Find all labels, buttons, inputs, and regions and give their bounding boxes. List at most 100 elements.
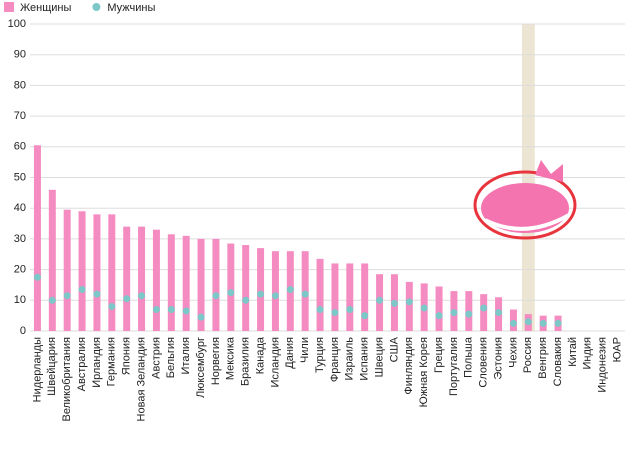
x-tick-label: ЮАР	[611, 337, 623, 362]
x-tick-label: Исландия	[269, 337, 281, 388]
bar	[63, 209, 71, 331]
x-tick-label: Нидерланды	[31, 337, 43, 402]
x-tick-label: Греция	[433, 337, 445, 373]
bar	[212, 238, 220, 331]
dot	[539, 319, 547, 327]
x-tick-label: Великобритания	[61, 337, 73, 422]
bar	[227, 243, 235, 331]
legend-swatch	[4, 2, 14, 12]
bar	[78, 211, 86, 331]
x-tick-label: Норвегия	[210, 337, 222, 385]
bar	[182, 235, 190, 331]
bar	[435, 286, 443, 331]
dot	[257, 290, 265, 298]
bar	[331, 263, 339, 331]
dot	[361, 312, 369, 320]
dot	[331, 309, 339, 317]
legend-label: Мужчины	[107, 2, 155, 14]
y-tick-label: 20	[14, 264, 26, 276]
x-tick-label: Швейцария	[46, 337, 58, 396]
dot	[509, 319, 517, 327]
bar	[167, 234, 175, 331]
x-tick-label: Южная Корея	[418, 337, 430, 407]
x-tick-label: Испания	[359, 337, 371, 381]
bar	[108, 214, 116, 331]
dot	[167, 306, 175, 314]
y-tick-label: 40	[14, 202, 26, 214]
dot	[33, 273, 41, 281]
x-tick-label: Мексика	[225, 336, 237, 380]
y-tick-label: 30	[14, 233, 26, 245]
dot	[197, 313, 205, 321]
dot	[286, 286, 294, 294]
x-tick-label: Венгрия	[537, 337, 549, 379]
y-tick-label: 80	[14, 79, 26, 91]
dot	[63, 292, 71, 300]
bar	[271, 251, 279, 331]
y-tick-label: 70	[14, 110, 26, 122]
x-tick-label: Бельгия	[165, 337, 177, 378]
y-tick-label: 0	[20, 325, 26, 337]
x-tick-label: Австралия	[76, 337, 88, 391]
dot	[376, 296, 384, 304]
dot	[227, 289, 235, 297]
x-tick-label: Люксембург	[195, 337, 207, 398]
x-tick-label: Германия	[106, 337, 118, 386]
legend-label: Женщины	[20, 2, 71, 14]
dot	[212, 292, 220, 300]
bar	[48, 189, 56, 331]
x-tick-label: Франция	[329, 337, 341, 382]
bar	[346, 263, 354, 331]
x-tick-label: Новая Зеландия	[135, 337, 147, 421]
x-tick-label: Индия	[582, 337, 594, 370]
dot	[346, 306, 354, 314]
x-tick-label: Словакия	[552, 337, 564, 386]
y-tick-label: 90	[14, 49, 26, 61]
bar	[316, 258, 324, 331]
x-tick-label: Швеция	[373, 337, 385, 377]
x-tick-label: Италия	[180, 337, 192, 375]
x-tick-label: Турция	[314, 337, 326, 373]
dot	[152, 306, 160, 314]
x-tick-label: Россия	[522, 337, 534, 373]
x-tick-label: Финляндия	[403, 337, 415, 395]
dot	[301, 290, 309, 298]
cat-logo	[473, 160, 577, 240]
bar	[93, 214, 101, 331]
bar	[480, 294, 488, 331]
bar	[123, 226, 131, 331]
dot	[450, 309, 458, 317]
x-tick-label: Индонезия	[597, 337, 609, 393]
x-tick-label: Япония	[121, 337, 133, 375]
x-tick-label: Эстония	[492, 337, 504, 380]
y-tick-label: 60	[14, 141, 26, 153]
x-tick-label: Дания	[284, 337, 296, 369]
x-tick-label: Израиль	[344, 337, 356, 381]
x-tick-label: США	[388, 336, 400, 362]
dot	[271, 292, 279, 300]
dot	[242, 296, 250, 304]
dot	[524, 318, 532, 326]
x-tick-label: Чехия	[507, 337, 519, 368]
bar	[257, 248, 265, 331]
x-tick-label: Австрия	[150, 337, 162, 379]
dot	[420, 304, 428, 312]
dot	[48, 296, 56, 304]
dot	[123, 295, 131, 303]
dot	[465, 310, 473, 318]
dot	[78, 286, 86, 294]
x-tick-label: Польша	[463, 336, 475, 378]
y-tick-label: 10	[14, 294, 26, 306]
bar	[242, 245, 250, 331]
x-tick-label: Бразилия	[240, 337, 252, 386]
y-tick-label: 100	[8, 18, 26, 30]
dot	[93, 290, 101, 298]
dot	[435, 312, 443, 320]
bar	[33, 145, 41, 331]
bar	[152, 229, 160, 331]
y-tick-label: 50	[14, 171, 26, 183]
dot	[390, 299, 398, 307]
bar	[405, 281, 413, 331]
x-tick-label: Словения	[478, 337, 490, 388]
